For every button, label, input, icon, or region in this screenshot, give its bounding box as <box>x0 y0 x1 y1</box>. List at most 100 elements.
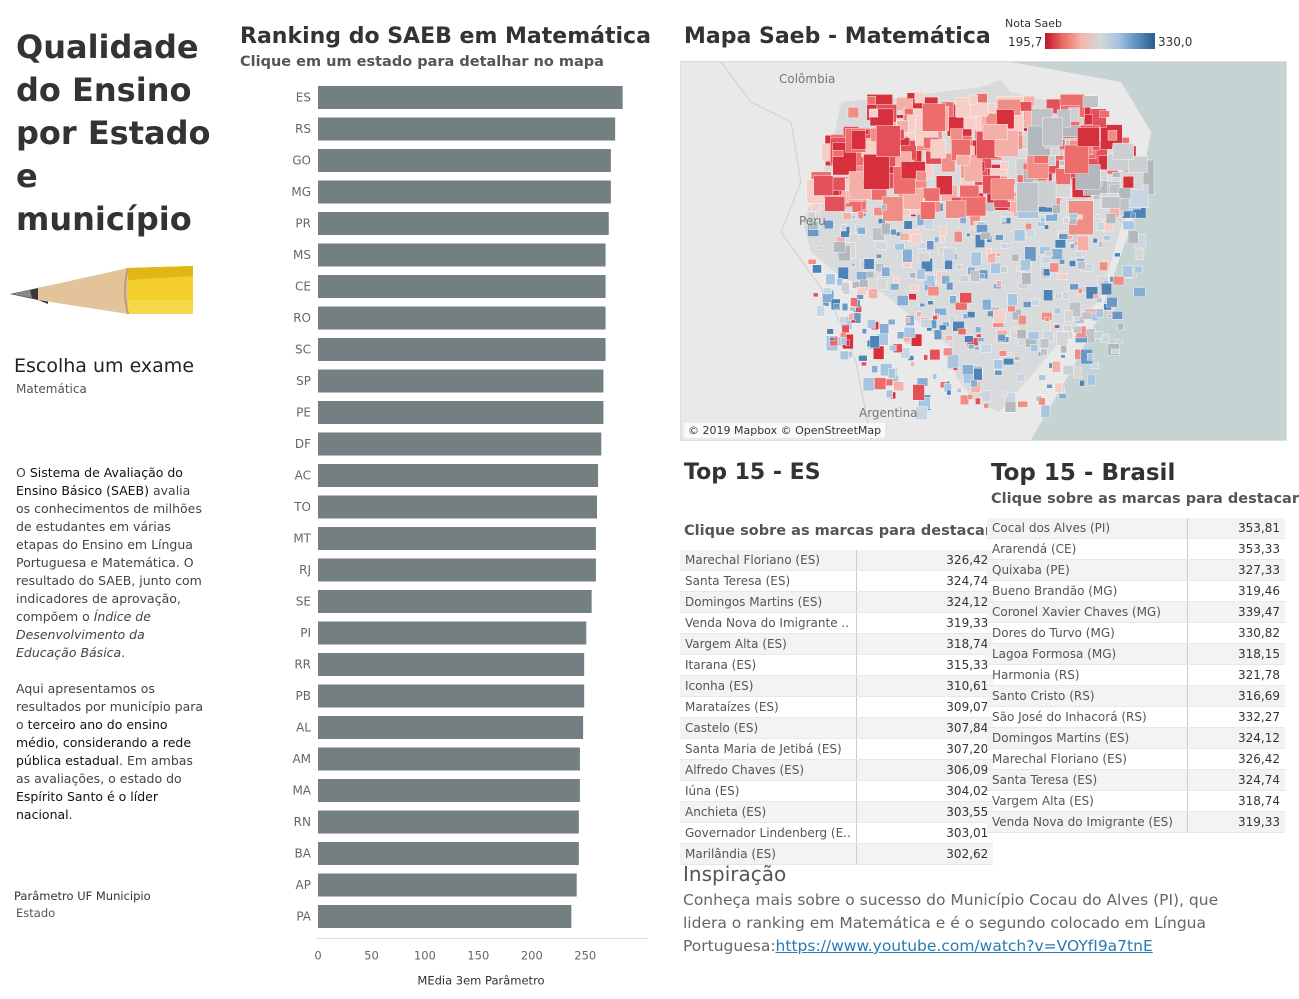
municipality-shape[interactable] <box>1060 354 1066 359</box>
municipality-name[interactable]: Santo Cristo (RS) <box>987 685 1188 707</box>
municipality-shape[interactable] <box>850 297 858 307</box>
bar-ro[interactable] <box>318 306 606 330</box>
municipality-name[interactable]: São José do Inhacorá (RS) <box>987 706 1188 728</box>
municipality-shape[interactable] <box>914 91 925 104</box>
municipality-shape[interactable] <box>1097 221 1105 231</box>
municipality-shape[interactable] <box>1000 265 1008 273</box>
municipality-shape[interactable] <box>1134 265 1143 274</box>
municipality-shape[interactable] <box>1057 273 1068 280</box>
municipality-shape[interactable] <box>851 130 867 150</box>
municipality-shape[interactable] <box>1122 175 1134 189</box>
score-value[interactable]: 326,42 <box>1187 748 1285 770</box>
municipality-shape[interactable] <box>1107 130 1118 141</box>
municipality-shape[interactable] <box>953 230 963 243</box>
score-value[interactable]: 302,62 <box>856 843 994 865</box>
municipality-shape[interactable] <box>970 251 982 267</box>
table-row[interactable]: Quixaba (PE) 327,33 <box>987 559 1285 581</box>
municipality-shape[interactable] <box>1040 217 1046 224</box>
municipality-shape[interactable] <box>911 333 923 347</box>
municipality-shape[interactable] <box>968 344 975 350</box>
municipality-shape[interactable] <box>934 308 947 316</box>
municipality-shape[interactable] <box>1054 239 1067 249</box>
municipality-shape[interactable] <box>1000 243 1009 249</box>
municipality-shape[interactable] <box>930 139 946 159</box>
bar-df[interactable] <box>318 432 602 456</box>
municipality-shape[interactable] <box>1092 238 1098 244</box>
municipality-shape[interactable] <box>822 302 830 307</box>
municipality-shape[interactable] <box>840 337 847 345</box>
bar-rr[interactable] <box>318 653 585 676</box>
municipality-shape[interactable] <box>849 306 856 312</box>
municipality-shape[interactable] <box>850 319 856 324</box>
municipality-shape[interactable] <box>840 282 850 292</box>
municipality-shape[interactable] <box>861 328 867 335</box>
municipality-shape[interactable] <box>1085 286 1099 300</box>
score-value[interactable]: 310,61 <box>856 675 994 697</box>
table-row[interactable]: Anchieta (ES) 303,55 <box>680 801 994 823</box>
municipality-name[interactable]: Venda Nova do Imigrante .. <box>680 612 857 634</box>
municipality-shape[interactable] <box>848 233 859 244</box>
table-row[interactable]: Domingos Martins (ES) 324,12 <box>680 591 994 613</box>
municipality-shape[interactable] <box>885 389 893 399</box>
table-row[interactable]: Ararendá (CE) 353,33 <box>987 538 1285 560</box>
score-value[interactable]: 304,02 <box>856 780 994 802</box>
score-value[interactable]: 315,33 <box>856 654 994 676</box>
municipality-shape[interactable] <box>817 245 824 251</box>
municipality-shape[interactable] <box>868 109 879 118</box>
municipality-shape[interactable] <box>1021 272 1032 285</box>
municipality-shape[interactable] <box>912 384 925 401</box>
municipality-shape[interactable] <box>1069 217 1077 225</box>
table-row[interactable]: Marechal Floriano (ES) 326,42 <box>680 550 994 571</box>
table-row[interactable]: Vargem Alta (ES) 318,74 <box>680 633 994 655</box>
municipality-shape[interactable] <box>1101 196 1121 209</box>
table-row[interactable]: Santa Teresa (ES) 324,74 <box>680 570 994 592</box>
table-row[interactable]: Santa Teresa (ES) 324,74 <box>987 769 1285 791</box>
municipality-shape[interactable] <box>910 285 919 292</box>
municipality-name[interactable]: Cocal dos Alves (PI) <box>987 518 1188 539</box>
municipality-shape[interactable] <box>899 232 911 241</box>
municipality-shape[interactable] <box>858 355 868 362</box>
municipality-shape[interactable] <box>1062 291 1069 300</box>
municipality-shape[interactable] <box>998 350 1008 357</box>
municipality-shape[interactable] <box>1074 251 1084 258</box>
municipality-shape[interactable] <box>975 234 986 248</box>
municipality-name[interactable]: Domingos Martins (ES) <box>680 591 857 613</box>
municipality-shape[interactable] <box>1012 309 1022 321</box>
table-row[interactable]: Santo Cristo (RS) 316,69 <box>987 685 1285 707</box>
municipality-name[interactable]: Governador Lindenberg (E.. <box>680 822 857 844</box>
municipality-shape[interactable] <box>847 106 859 119</box>
municipality-shape[interactable] <box>1020 259 1031 272</box>
ranking-bar-chart[interactable]: ES RS GO MG PR MS CE RO SC SP PE DF AC TO MT RJ SE PI RR PB… <box>280 80 660 990</box>
municipality-shape[interactable] <box>1056 331 1069 346</box>
bar-sc[interactable] <box>318 338 606 361</box>
municipality-shape[interactable] <box>1094 331 1103 339</box>
municipality-shape[interactable] <box>1073 366 1083 379</box>
top-es-table[interactable]: Marechal Floriano (ES) 326,42 Santa Teresa… <box>680 550 994 865</box>
municipality-shape[interactable] <box>977 337 985 342</box>
municipality-shape[interactable] <box>1128 155 1148 173</box>
table-row[interactable]: Alfredo Chaves (ES) 306,09 <box>680 759 994 781</box>
municipality-shape[interactable] <box>856 286 867 296</box>
municipality-shape[interactable] <box>1096 297 1103 303</box>
municipality-shape[interactable] <box>1073 325 1082 334</box>
municipality-shape[interactable] <box>932 373 938 380</box>
municipality-shape[interactable] <box>1070 243 1075 249</box>
municipality-shape[interactable] <box>1046 384 1053 389</box>
score-value[interactable]: 330,82 <box>1187 622 1285 644</box>
municipality-shape[interactable] <box>926 240 935 250</box>
municipality-name[interactable]: Itarana (ES) <box>680 654 857 676</box>
bar-mt[interactable] <box>318 527 596 550</box>
score-value[interactable]: 319,33 <box>856 612 994 634</box>
municipality-shape[interactable] <box>1014 356 1021 361</box>
bar-rs[interactable] <box>318 117 616 141</box>
municipality-shape[interactable] <box>1082 95 1099 108</box>
municipality-shape[interactable] <box>1059 259 1065 265</box>
municipality-shape[interactable] <box>832 150 844 157</box>
municipality-shape[interactable] <box>966 311 976 319</box>
municipality-shape[interactable] <box>848 313 855 321</box>
municipality-shape[interactable] <box>997 334 1006 342</box>
score-value[interactable]: 321,78 <box>1187 664 1285 686</box>
municipality-shape[interactable] <box>1023 301 1032 308</box>
score-value[interactable]: 327,33 <box>1187 559 1285 581</box>
municipality-shape[interactable] <box>823 287 832 294</box>
